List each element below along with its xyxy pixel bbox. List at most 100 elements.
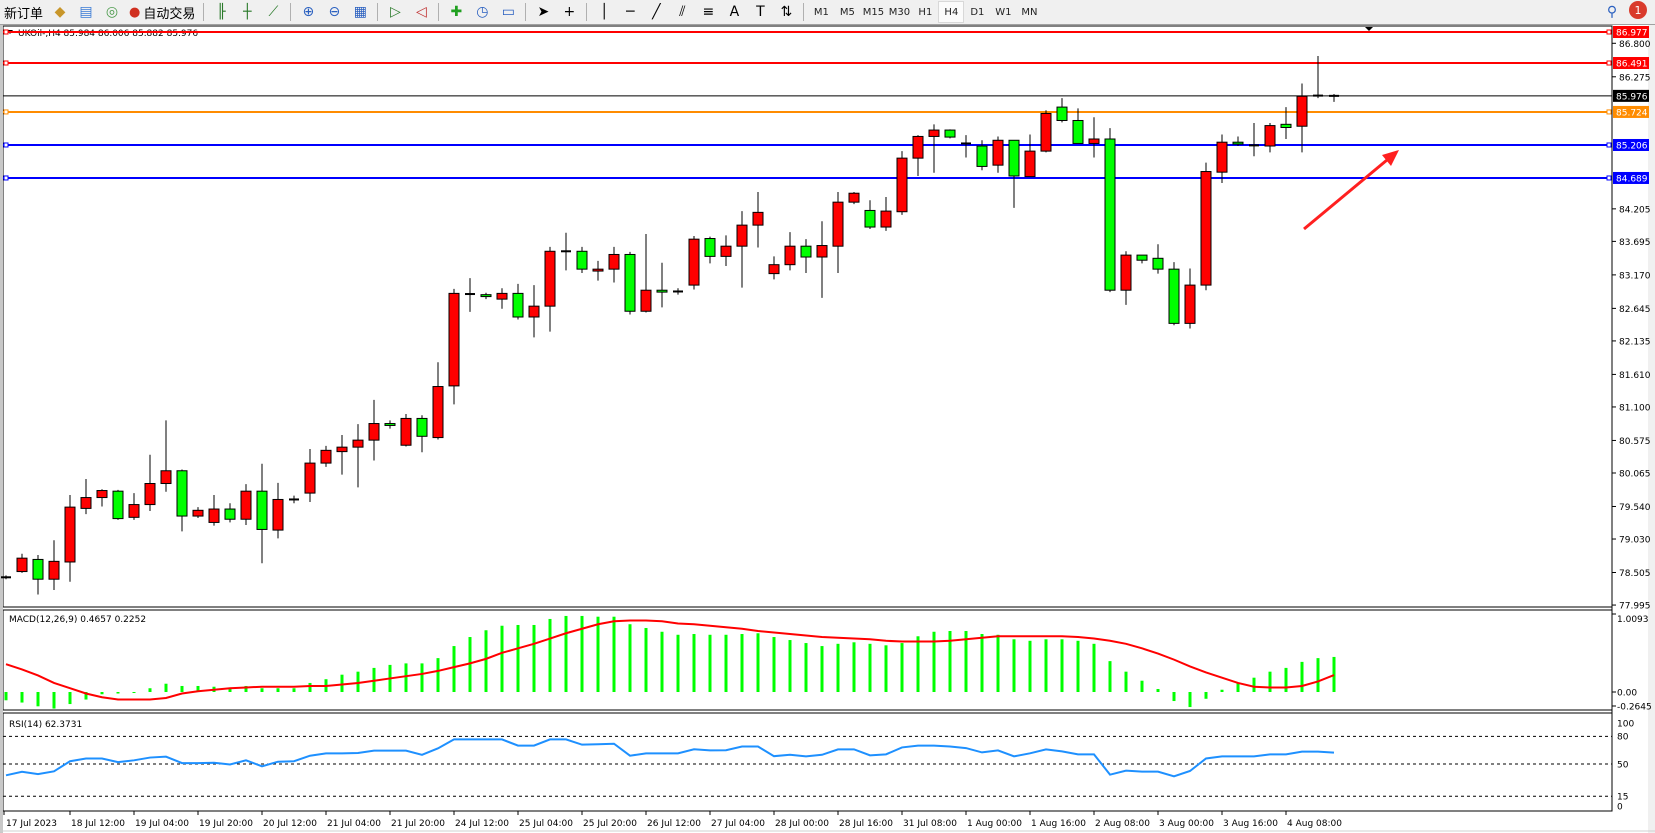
line-handle[interactable] [3,29,9,35]
price-tick-label: 80.575 [1619,437,1651,447]
macd-histogram-bar [1284,667,1288,692]
templates-icon[interactable]: ▭ [501,4,515,20]
time-tick-label: 1 Aug 00:00 [967,819,1022,829]
macd-histogram-bar [628,624,632,692]
timeframe-h1-button[interactable]: H1 [918,6,933,18]
new-order-button[interactable]: 新订单 [4,6,44,22]
trendline-icon[interactable]: ╱ [652,4,661,20]
price-tick-label: 77.995 [1619,602,1651,612]
macd-histogram-bar [884,645,888,692]
data-window-icon[interactable]: ▤ [79,4,93,20]
candle-body [1184,284,1196,324]
bar-chart-icon[interactable]: ╟ [217,4,226,20]
candle-body [432,386,444,439]
time-tick-label: 21 Jul 04:00 [327,819,381,829]
candle-body [832,201,844,247]
timeframe-mn-button[interactable]: MN [1021,6,1038,18]
macd-histogram-bar [660,631,664,692]
price-tick-label: 86.800 [1619,40,1651,50]
annotation-arrow-shaft[interactable] [1303,153,1394,231]
zoom-in-icon[interactable]: ⊕ [302,4,315,20]
timeframe-d1-button[interactable]: D1 [970,6,985,18]
line-chart-icon[interactable]: ⟋ [268,4,279,20]
candle-body [176,470,188,517]
notification-badge[interactable]: 1 [1629,1,1647,19]
macd-histogram-bar [148,688,152,692]
zoom-out-icon[interactable]: ⊖ [328,4,341,20]
text-icon[interactable]: A [729,4,740,20]
chart-shift-marker-icon[interactable] [1365,27,1373,31]
candlestick-chart-icon[interactable]: ┼ [243,4,252,20]
macd-histogram-bar [1028,640,1032,692]
candle [673,288,683,295]
macd-histogram-bar [436,658,440,692]
timeframe-m30-button[interactable]: M30 [888,6,911,18]
price-label-85.976: 85.976 [1616,92,1648,102]
timeframe-m1-button[interactable]: M1 [813,6,829,18]
line-handle[interactable] [3,109,9,115]
chart-shift-icon[interactable]: ◁ [415,4,427,20]
rsi-line [5,738,1335,778]
tile-windows-icon[interactable]: ▦ [353,4,367,20]
main-pane [2,25,1613,608]
line-handle[interactable] [1606,142,1612,148]
signals-icon[interactable]: ◎ [105,4,119,20]
rsi-pane [2,712,1613,812]
macd-histogram-bar [836,643,840,692]
candle [1,575,11,580]
candle [1249,123,1259,157]
arrows-icon[interactable]: ⇅ [780,4,793,20]
candle-body [416,417,428,437]
search-icon[interactable]: ⚲ [1606,4,1618,20]
candle-body [928,129,940,137]
cursor-icon[interactable]: ➤ [537,4,550,20]
macd-histogram-bar [308,682,312,692]
line-handle[interactable] [1606,60,1612,66]
macd-histogram-bar [708,634,712,692]
horizontal-line-icon[interactable]: ─ [626,4,635,20]
chart-window[interactable]: UKOil-,H4 85.984 86.006 85.882 85.976 86.… [0,25,1655,833]
timeframe-m15-button[interactable]: M15 [862,6,885,18]
price-label-86.977: 86.977 [1616,29,1648,39]
line-handle[interactable] [3,142,9,148]
vertical-line-icon[interactable]: │ [600,4,609,20]
timeframe-w1-button[interactable]: W1 [995,6,1012,18]
timeframe-h4-button[interactable]: H4 [938,1,965,23]
indicators-icon[interactable]: ✚ [450,4,463,20]
candle-body [48,560,60,580]
macd-histogram-bar [1252,677,1256,692]
line-handle[interactable] [1606,175,1612,181]
candle-body [736,224,748,247]
macd-histogram-bar [676,634,680,692]
time-tick-label: 2 Aug 08:00 [1095,819,1150,829]
toolbar-separator [377,3,379,21]
auto-scroll-icon[interactable]: ▷ [389,4,401,20]
text-label-icon[interactable]: T [756,4,765,20]
timeframe-m5-button[interactable]: M5 [839,6,855,18]
equidistant-channel-icon[interactable]: ⫽ [679,4,686,20]
candle-body [1024,150,1036,178]
candle [128,493,140,520]
line-handle[interactable] [1606,29,1612,35]
crosshair-icon[interactable]: + [563,4,576,20]
line-handle[interactable] [3,175,9,181]
candle-body [1056,106,1068,121]
candle [561,232,571,271]
macd-histogram-bar [500,625,504,692]
macd-histogram-bar [724,634,728,692]
auto-trading-label: 自动交易 [143,6,196,22]
candle [816,221,828,298]
fibonacci-icon[interactable]: ≡ [702,4,715,20]
candle-body [768,264,780,275]
candle-body [512,292,524,318]
auto-trading-button[interactable]: ● 自动交易 [125,1,199,23]
line-handle[interactable] [3,60,9,66]
market-watch-icon[interactable]: ◆ [54,4,66,20]
candle-body [400,417,412,446]
line-handle[interactable] [1606,109,1612,115]
macd-histogram-bar [164,683,168,692]
left-border [0,25,3,833]
periods-icon[interactable]: ◷ [476,4,489,20]
candle-body [384,423,396,426]
toolbar-separator [290,3,292,21]
